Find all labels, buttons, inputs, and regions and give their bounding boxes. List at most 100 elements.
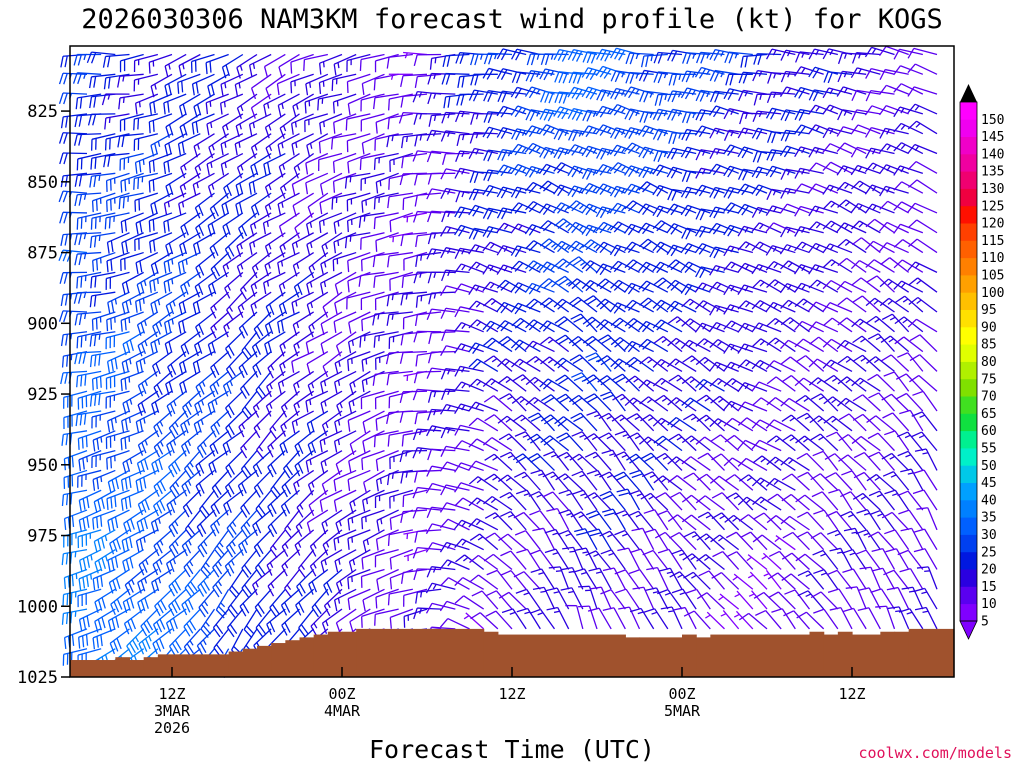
wind-barb: [813, 608, 839, 630]
wind-barb: [105, 271, 130, 290]
wind-barb: [737, 225, 768, 237]
wind-barb: [680, 339, 711, 353]
wind-barb: [347, 588, 371, 611]
wind-barb: [427, 172, 456, 185]
wind-barb: [595, 65, 626, 79]
wind-barb: [63, 628, 88, 649]
wind-barb: [880, 257, 910, 273]
wind-barb: [138, 628, 159, 655]
colorbar-swatch: [960, 551, 977, 570]
wind-barb: [884, 529, 910, 551]
wind-barb: [667, 337, 697, 353]
wind-barb: [828, 489, 853, 511]
wind-barb: [179, 370, 201, 395]
y-tick-label: 975: [27, 527, 58, 547]
wind-barb: [306, 351, 329, 375]
wind-barb: [539, 220, 569, 234]
wind-barb: [681, 397, 711, 412]
wind-barb: [426, 210, 456, 223]
wind-barb: [483, 111, 513, 124]
wind-barb: [599, 490, 626, 511]
wind-barb: [196, 628, 215, 656]
wind-barb: [197, 569, 215, 597]
wind-barb: [321, 232, 343, 258]
wind-barb: [332, 93, 357, 114]
wind-barb: [375, 469, 399, 492]
wind-barb: [585, 509, 612, 531]
wind-barb: [584, 393, 612, 412]
wind-barb: [267, 489, 286, 518]
wind-barb: [250, 152, 272, 178]
wind-barb: [252, 450, 272, 478]
wind-barb: [264, 192, 286, 218]
wind-barb: [653, 335, 683, 353]
terrain-segment: [342, 631, 357, 677]
wind-barb: [469, 574, 499, 590]
wind-barb: [668, 132, 697, 145]
wind-barb: [812, 450, 839, 471]
wind-barb: [826, 569, 853, 590]
wind-barb: [710, 534, 740, 551]
wind-barb: [168, 588, 187, 617]
colorbar-swatch: [960, 517, 977, 535]
wind-barb: [455, 190, 484, 203]
wind-barb: [568, 336, 598, 353]
wind-barb: [457, 73, 484, 89]
wind-barb: [753, 512, 782, 531]
wind-barb: [808, 89, 838, 102]
wind-barb: [907, 261, 938, 273]
wind-barb: [483, 495, 513, 511]
wind-barb: [483, 395, 513, 412]
wind-barb: [793, 282, 824, 293]
wind-barb: [153, 410, 173, 438]
wind-barb: [709, 127, 739, 139]
wind-barb: [526, 53, 555, 66]
wind-barb: [198, 588, 215, 618]
wind-barb: [228, 569, 244, 599]
wind-barb: [347, 410, 371, 432]
wind-barb: [346, 133, 371, 153]
wind-barb: [191, 73, 215, 96]
wind-barb: [685, 588, 711, 610]
wind-barb: [319, 192, 343, 215]
colorbar-swatch: [960, 344, 977, 362]
wind-barb: [208, 271, 230, 297]
wind-barb: [852, 492, 881, 511]
wind-barb: [553, 258, 584, 273]
wind-barb: [134, 232, 159, 251]
wind-barb: [595, 263, 626, 276]
wind-barb: [76, 370, 102, 388]
wind-barb: [77, 469, 102, 488]
wind-barb: [152, 628, 173, 655]
wind-barb: [553, 106, 584, 120]
wind-barb: [808, 264, 839, 275]
wind-barb: [482, 67, 513, 80]
wind-barb: [440, 345, 470, 356]
wind-barb: [897, 352, 924, 372]
wind-barb: [780, 70, 810, 83]
wind-barb: [623, 183, 654, 196]
wind-barb: [696, 414, 725, 432]
wind-barb: [61, 350, 88, 368]
wind-barb: [482, 320, 513, 333]
wind-barb: [318, 133, 343, 154]
wind-barb: [320, 450, 343, 474]
wind-barb: [279, 172, 300, 199]
wind-barb: [780, 515, 810, 531]
wind-barb: [76, 331, 102, 349]
wind-barb: [90, 271, 116, 289]
wind-barb: [751, 439, 782, 452]
terrain-segment: [880, 631, 896, 677]
wind-barb: [568, 129, 598, 142]
wind-barb: [76, 271, 102, 289]
wind-barb: [602, 508, 626, 531]
wind-barb: [346, 192, 371, 212]
wind-barb: [150, 331, 173, 355]
wind-barb: [829, 547, 853, 570]
wind-barb: [907, 143, 938, 155]
wind-barb: [766, 435, 796, 452]
wind-barb: [265, 390, 286, 417]
colorbar-tick-label: 30: [981, 528, 997, 543]
wind-barb: [120, 489, 144, 511]
wind-barb: [388, 73, 413, 80]
